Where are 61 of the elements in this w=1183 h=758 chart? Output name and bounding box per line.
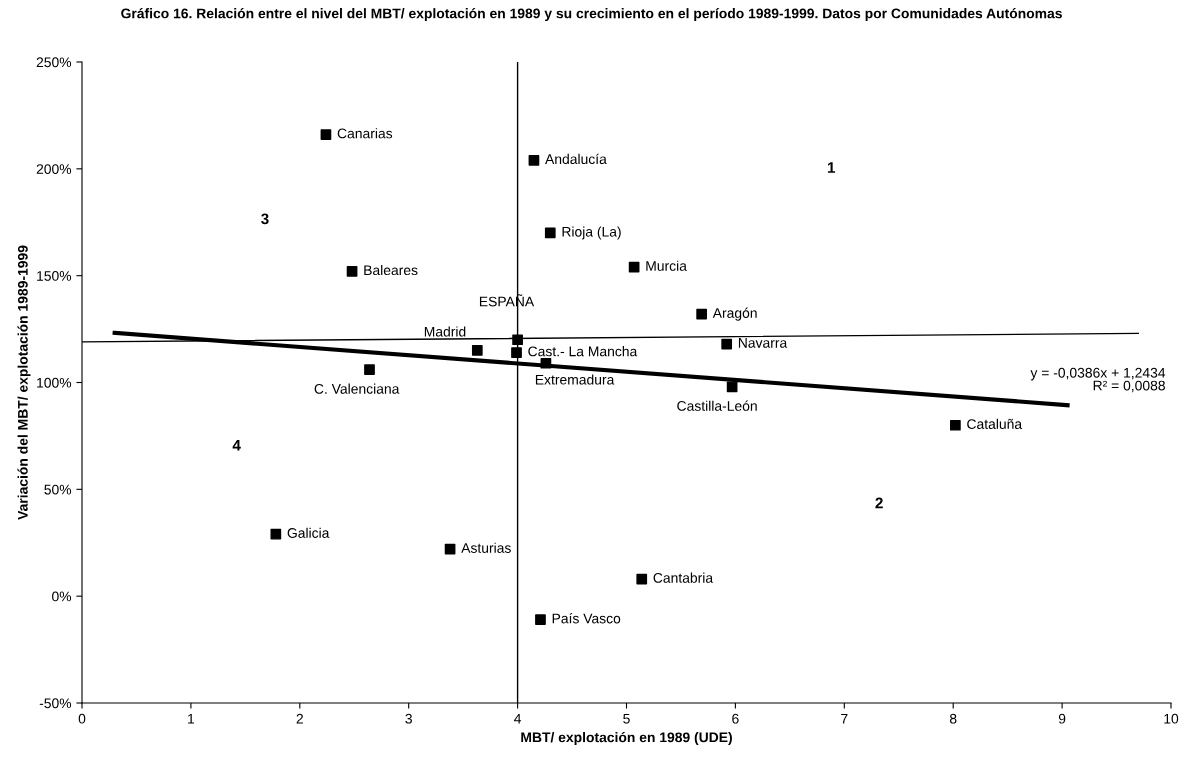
annotation: C. Valenciana (314, 383, 400, 394)
annotation: Aragón (712, 307, 757, 321)
y-tick-label: 0% (52, 591, 72, 602)
annotation: Rioja (La) (562, 226, 621, 240)
x-tick-label: 1 (188, 713, 195, 724)
point (511, 347, 522, 358)
y-tick-label: 200% (36, 164, 72, 174)
x-tick-label: 6 (732, 713, 739, 724)
annotation: y = -0,0386x + 1,2434 (1030, 367, 1166, 381)
annotation: Andalucía (545, 153, 607, 165)
annotation: Navarra (738, 338, 788, 348)
y-tick-label: 250% (36, 57, 72, 68)
annotation: 3 (261, 213, 269, 225)
chart-title: Gráfico 16. Relación entre el nivel del MBT/ explotación en 1989 y su crecimiento en el período 1989-1999. Datos por Comunidades Autónomas (121, 8, 1062, 22)
point (696, 308, 707, 320)
annotation: Madrid (424, 326, 466, 337)
x-tick-label: 5 (623, 713, 630, 724)
point (636, 573, 648, 585)
point (528, 154, 540, 166)
x-tick-label: 3 (405, 713, 412, 724)
point (346, 266, 358, 277)
annotation: Extremadura (535, 374, 615, 385)
annotation: 1 (827, 162, 836, 173)
x-axis-title: MBT/ explotación en 1989 (UDE) (521, 731, 732, 745)
annotation: Castilla-León (677, 400, 757, 411)
y-tick-label: 50% (44, 484, 72, 495)
x-tick-label: 10 (1164, 713, 1179, 724)
annotation: Canarias (337, 128, 393, 139)
x-tick-label: 7 (841, 713, 848, 724)
annotation: Cataluña (967, 418, 1023, 429)
point (535, 614, 546, 626)
point (721, 338, 733, 350)
x-tick-label: 4 (514, 713, 522, 724)
annotation: Asturias (461, 542, 511, 553)
point (544, 227, 556, 239)
y-tick-label: -50% (39, 698, 72, 709)
annotation: Galicia (287, 527, 330, 538)
annotation: Cantabria (653, 572, 714, 583)
x-tick-label: 0 (78, 713, 86, 724)
annotation: 2 (875, 497, 883, 509)
annotation: R² = 0,0088 (1093, 380, 1165, 393)
point (512, 334, 523, 346)
annotation: Baleares (364, 264, 418, 276)
x-tick-label: 2 (296, 713, 303, 724)
point (950, 419, 961, 431)
point (726, 381, 738, 393)
y-tick-label: 150% (37, 271, 72, 281)
x-tick-label: 8 (949, 713, 957, 724)
annotation: 4 (232, 440, 241, 451)
x-tick-label: 9 (1058, 713, 1066, 724)
point (320, 129, 332, 141)
point (471, 345, 483, 356)
annotation: Murcia (646, 260, 687, 271)
point (540, 357, 552, 369)
annotation: Cast.- La Mancha (528, 346, 638, 357)
point (270, 528, 282, 540)
y-tick-label: 100% (37, 377, 72, 388)
point (444, 543, 456, 555)
point (364, 364, 375, 376)
annotation: País Vasco (552, 613, 621, 624)
y-axis-title: Variación del MBT/ explotación 1989-1999 (17, 245, 31, 520)
